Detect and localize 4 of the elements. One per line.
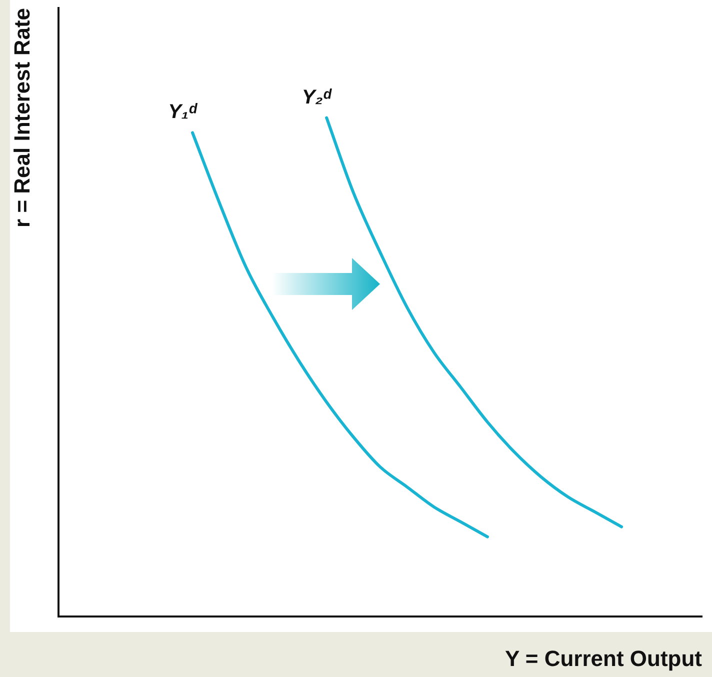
series-label: Y₂ᵈ	[302, 86, 333, 108]
series-label: Y₁ᵈ	[168, 101, 199, 124]
x-axis-title: Y = Current Output	[505, 646, 703, 671]
y-axis-title: r = Real Interest Rate	[9, 8, 34, 228]
